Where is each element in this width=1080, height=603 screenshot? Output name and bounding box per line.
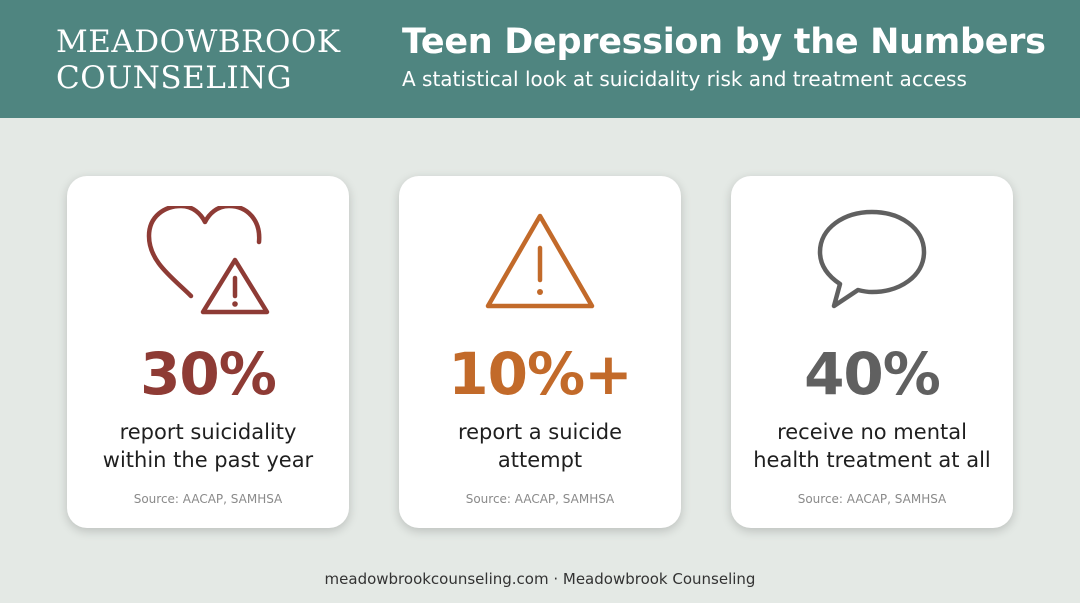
brand-logo: MEADOWBROOK COUNSELING [56,24,341,96]
stat-description: report a suicide attempt [399,418,681,474]
stat-description-line-1: receive no mental [777,420,967,444]
brand-line-1: MEADOWBROOK [56,24,341,60]
header-banner: MEADOWBROOK COUNSELING Teen Depression b… [0,0,1080,118]
source-note: Source: AACAP, SAMHSA [465,492,615,506]
footer-credit: meadowbrookcounseling.com · Meadowbrook … [324,570,756,588]
stat-card-no-treatment: 40% receive no mental health treatment a… [731,176,1013,528]
stat-description: receive no mental health treatment at al… [731,418,1013,474]
source-note: Source: AACAP, SAMHSA [797,492,947,506]
speech-bubble-icon [731,206,1013,318]
stat-value: 10%+ [448,340,632,408]
heart-warning-icon [67,206,349,318]
stat-description-line-2: health treatment at all [753,448,991,472]
page-title: Teen Depression by the Numbers [402,22,1046,62]
stat-description-line-2: attempt [497,448,583,472]
stat-card-attempt: 10%+ report a suicide attempt Source: AA… [399,176,681,528]
source-note: Source: AACAP, SAMHSA [133,492,283,506]
brand-line-2: COUNSELING [56,60,292,96]
stat-description-line-1: report a suicide [457,420,623,444]
stat-description-line-2: within the past year [102,448,314,472]
stat-value: 30% [140,340,277,408]
stat-value: 40% [804,340,941,408]
page-subtitle: A statistical look at suicidality risk a… [402,67,967,91]
stat-card-suicidality: 30% report suicidality within the past y… [67,176,349,528]
stat-description-line-1: report suicidality [119,420,297,444]
warning-triangle-icon [399,206,681,318]
stat-description: report suicidality within the past year [67,418,349,474]
